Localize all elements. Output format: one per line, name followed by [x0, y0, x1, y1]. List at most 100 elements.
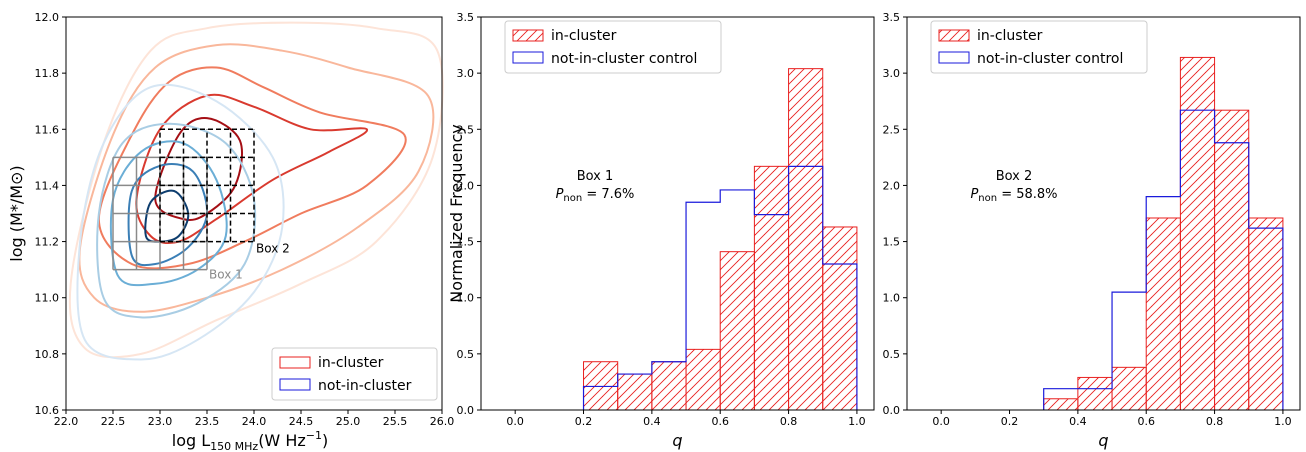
red-contour — [154, 116, 243, 222]
x-tick-label: 0.2 — [1001, 415, 1019, 428]
legend-swatch-not-in-cluster — [279, 378, 311, 391]
x-label-unit: (W Hz — [258, 431, 306, 450]
x-tick-label: 23.0 — [148, 415, 173, 428]
control-step-line — [582, 165, 858, 410]
in-cluster-bar — [1248, 217, 1284, 411]
histogram-box2-bars — [1043, 56, 1284, 411]
box1-annotation-title: Box 1 — [577, 169, 614, 184]
y-tick-label: 2.0 — [457, 179, 475, 192]
contour-legend: in-cluster not-in-cluster — [271, 347, 438, 401]
x-tick-label: 0.4 — [643, 415, 661, 428]
legend-label-in-cluster: in-cluster — [977, 28, 1043, 44]
x-tick-label: 22.5 — [101, 415, 126, 428]
x-label-close: ) — [322, 431, 328, 450]
x-tick-label: 22.0 — [54, 415, 79, 428]
red-contour — [135, 93, 368, 244]
x-tick-label: 0.2 — [575, 415, 593, 428]
blue-contour — [76, 83, 285, 361]
histogram-box2-panel: 0.0 0.2 0.4 0.6 0.8 1.0 0.0 0.5 1.0 1.5 2.0 2.5 3.0 3… — [883, 11, 1301, 450]
blue-contour — [127, 163, 209, 267]
histogram-box1-frame — [480, 16, 875, 411]
x-tick-label: 0.0 — [932, 415, 950, 428]
y-tick-label: 3.5 — [457, 11, 475, 24]
x-label-main: log L — [172, 431, 210, 450]
y-tick-label: 11.4 — [35, 179, 60, 192]
pnon-letter: P — [556, 187, 564, 202]
y-tick-label: 1.5 — [883, 236, 901, 249]
contour-layer — [68, 21, 444, 361]
y-tick-label: 1.0 — [457, 292, 475, 305]
x-tick-label: 24.0 — [242, 415, 267, 428]
histogram-box2-ticks: 0.0 0.2 0.4 0.6 0.8 1.0 0.0 0.5 1.0 1.5 2.0 2.5 3.0 3… — [883, 11, 1292, 428]
box2-annotation-pnon: Pnon = 58.8% — [970, 187, 1057, 204]
y-tick-label: 3.5 — [883, 11, 901, 24]
in-cluster-bar — [1077, 376, 1113, 411]
legend-swatch-in-cluster — [512, 29, 544, 42]
legend-label-in-cluster: in-cluster — [551, 28, 617, 44]
x-tick-label: 0.8 — [1206, 415, 1224, 428]
y-tick-label: 3.0 — [457, 67, 475, 80]
y-tick-label: 1.5 — [457, 236, 475, 249]
y-tick-label: 0.0 — [457, 404, 475, 417]
y-tick-label: 11.8 — [35, 67, 60, 80]
control-step-line — [1043, 109, 1284, 410]
histogram-box1-panel: 0.0 0.2 0.4 0.6 0.8 1.0 0.0 0.5 1.0 1.5 2.0 2.5 3.0 3… — [447, 11, 875, 450]
histogram-box1-bars — [582, 68, 858, 411]
box1-annotation-pnon: Pnon = 7.6% — [556, 187, 635, 204]
y-tick-label: 10.6 — [35, 404, 60, 417]
legend-swatch-control — [512, 51, 544, 64]
pnon-sub: non — [978, 193, 997, 204]
x-tick-label: 0.6 — [1137, 415, 1155, 428]
red-contour — [78, 43, 435, 313]
y-tick-label: 1.0 — [883, 292, 901, 305]
legend-label-control: not-in-cluster control — [551, 51, 697, 67]
y-tick-label: 10.8 — [35, 348, 60, 361]
box2-annotation-title: Box 2 — [996, 169, 1033, 184]
in-cluster-bar — [788, 68, 824, 411]
x-tick-label: 1.0 — [848, 415, 866, 428]
y-tick-label: 0.0 — [883, 404, 901, 417]
histogram-box2-legend: in-cluster not-in-cluster control — [930, 20, 1148, 74]
legend-frame — [504, 20, 722, 74]
legend-frame — [271, 347, 438, 401]
legend-frame — [930, 20, 1148, 74]
pnon-letter: P — [970, 187, 978, 202]
pnon-value: = 58.8% — [997, 187, 1057, 202]
y-tick-label: 0.5 — [883, 348, 901, 361]
blue-contour — [96, 122, 257, 319]
legend-label-not-in-cluster: not-in-cluster — [318, 378, 412, 394]
histogram-box1-x-label: q — [672, 431, 682, 450]
legend-swatch-control — [938, 51, 970, 64]
histogram-box2-x-label: q — [1098, 431, 1108, 450]
y-tick-label: 2.5 — [457, 123, 475, 136]
blue-contour — [109, 140, 228, 287]
legend-label-in-cluster: in-cluster — [318, 355, 384, 371]
legend-label-control: not-in-cluster control — [977, 51, 1123, 67]
selection-boxes — [112, 128, 255, 271]
legend-swatch-in-cluster — [279, 356, 311, 369]
x-tick-label: 0.8 — [780, 415, 798, 428]
y-tick-label: 11.2 — [35, 236, 60, 249]
y-tick-label: 12.0 — [35, 11, 60, 24]
x-label-sub: 150 MHz — [210, 440, 258, 452]
pnon-value: = 7.6% — [582, 187, 634, 202]
y-tick-label: 3.0 — [883, 67, 901, 80]
pnon-sub: non — [563, 193, 582, 204]
x-tick-label: 25.0 — [336, 415, 361, 428]
in-cluster-bar — [822, 226, 858, 411]
y-tick-label: 2.5 — [883, 123, 901, 136]
x-tick-label: 26.0 — [430, 415, 455, 428]
in-cluster-bar — [1111, 366, 1147, 411]
in-cluster-bar — [1043, 398, 1079, 411]
histogram-box1-legend: in-cluster not-in-cluster control — [504, 20, 722, 74]
x-tick-label: 0.4 — [1069, 415, 1087, 428]
y-tick-label: 11.6 — [35, 123, 60, 136]
in-cluster-bar — [1214, 109, 1250, 411]
histogram-box2-frame — [906, 16, 1301, 411]
in-cluster-bar — [685, 348, 721, 411]
x-tick-label: 1.0 — [1274, 415, 1292, 428]
box1-label: Box 1 — [209, 268, 243, 282]
x-tick-label: 0.0 — [506, 415, 524, 428]
x-label-exp: −1 — [306, 429, 322, 442]
histogram-box1-ticks: 0.0 0.2 0.4 0.6 0.8 1.0 0.0 0.5 1.0 1.5 2.0 2.5 3.0 3… — [457, 11, 866, 428]
